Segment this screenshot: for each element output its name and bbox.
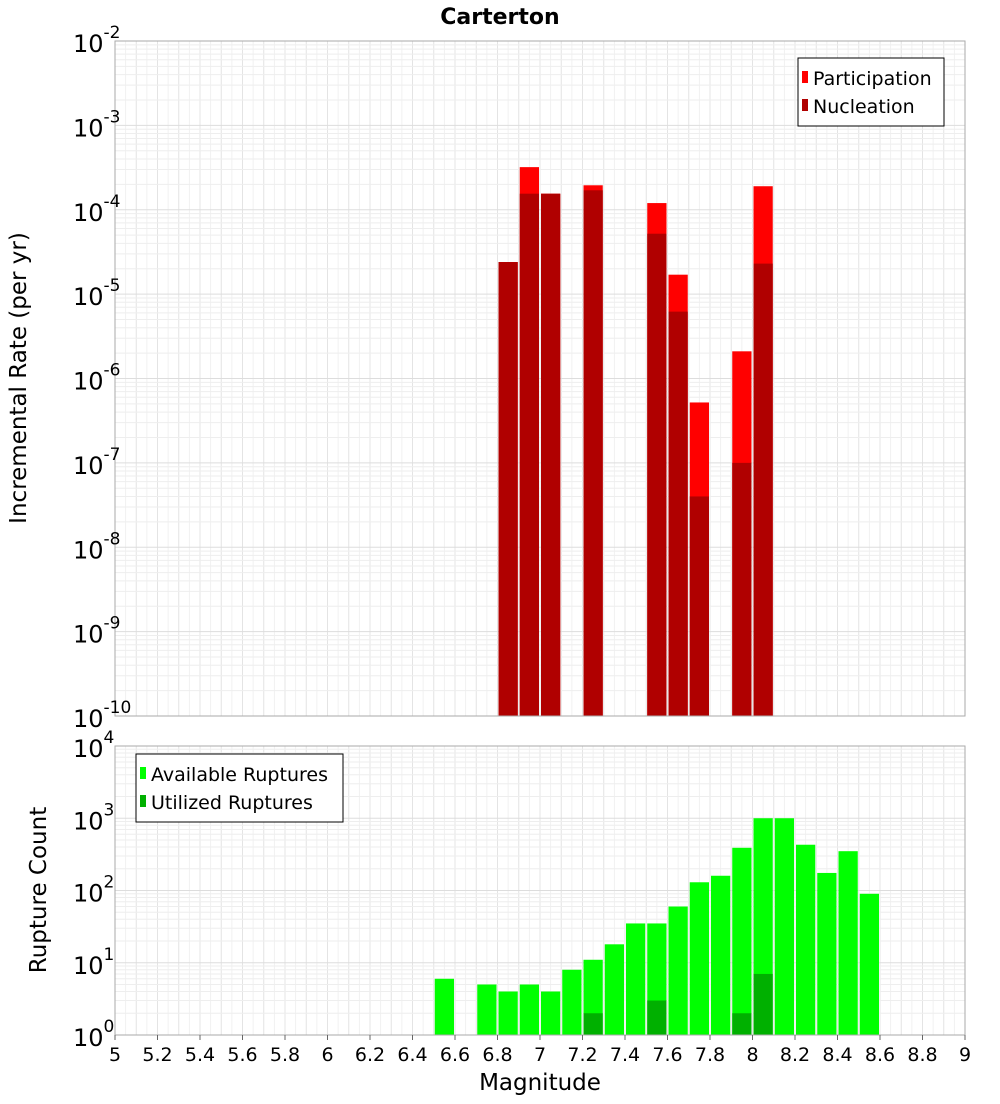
bars <box>498 167 773 717</box>
y-tick-label: 10-3 <box>73 107 121 142</box>
x-tick-label: 5.4 <box>185 1044 215 1066</box>
x-tick-label: 7.8 <box>695 1044 725 1066</box>
bar <box>668 311 688 716</box>
top-plot: 10-10 10-9 10-8 10-7 10-6 10-5 10-4 10-3 10-2 Par… <box>73 23 966 733</box>
bar <box>583 190 603 716</box>
bar <box>753 973 773 1035</box>
bar <box>859 893 879 1035</box>
x-tick-label: 5.6 <box>227 1044 257 1066</box>
y-tick-label: 101 <box>73 945 114 980</box>
bar <box>732 1013 752 1035</box>
legend-swatch <box>802 71 808 83</box>
bar <box>689 496 709 716</box>
bar <box>583 1013 603 1035</box>
x-tick-label: 6.2 <box>355 1044 385 1066</box>
bar <box>519 984 539 1035</box>
legend-box <box>797 57 945 127</box>
legend-swatch <box>140 767 146 779</box>
bar <box>732 462 752 716</box>
bar <box>541 193 561 716</box>
y-tick-label: 10-4 <box>73 192 121 227</box>
bar <box>604 944 624 1035</box>
bar <box>519 193 539 716</box>
x-tick-label: 7.6 <box>652 1044 682 1066</box>
legend-box <box>135 753 344 823</box>
bar <box>753 263 773 716</box>
bar <box>774 818 794 1035</box>
x-tick-label: 6.6 <box>440 1044 470 1066</box>
y-tick-label: 10-7 <box>73 445 121 480</box>
legend-swatch <box>140 795 146 807</box>
x-tick-label: 5 <box>109 1044 121 1066</box>
bar <box>541 991 561 1035</box>
y-tick-label: 10-8 <box>73 529 121 564</box>
bar <box>434 978 454 1035</box>
bar <box>711 875 731 1035</box>
bar <box>838 851 858 1035</box>
bar <box>732 847 752 1035</box>
bar <box>498 991 518 1035</box>
x-tick-label: 9 <box>959 1044 971 1066</box>
x-tick-label: 8.6 <box>865 1044 895 1066</box>
x-tick-label: 8.8 <box>907 1044 937 1066</box>
x-tick-label: 8.2 <box>780 1044 810 1066</box>
top-y-axis-label: Incremental Rate (per yr) <box>6 232 32 524</box>
y-tick-label: 10-5 <box>73 276 121 311</box>
grid <box>114 41 966 717</box>
x-tick-label: 8.4 <box>822 1044 852 1066</box>
x-tick-label: 8 <box>746 1044 758 1066</box>
bar <box>477 984 497 1035</box>
x-axis-label: Magnitude <box>479 1070 601 1096</box>
y-tick-label: 103 <box>73 800 114 835</box>
x-tick-label: 6.4 <box>397 1044 427 1066</box>
x-tick-label: 6.8 <box>482 1044 512 1066</box>
x-tick-label: 6 <box>321 1044 333 1066</box>
legend: Participation Nucleation <box>797 57 945 127</box>
x-tick-label: 5.8 <box>270 1044 300 1066</box>
y-tick-label: 10-10 <box>73 698 131 733</box>
y-tick-label: 104 <box>73 728 114 763</box>
x-tick-label: 7.2 <box>567 1044 597 1066</box>
legend-label: Nucleation <box>813 96 915 118</box>
plot-frame <box>114 40 966 717</box>
legend-label: Utilized Ruptures <box>151 792 313 814</box>
bar <box>498 262 518 716</box>
series-available-ruptures <box>434 818 879 1035</box>
series-nucleation <box>498 190 773 716</box>
legend-swatch <box>802 99 808 111</box>
y-tick-label: 102 <box>73 873 114 908</box>
bar <box>626 923 646 1035</box>
bar <box>647 1000 667 1035</box>
bar <box>562 969 582 1035</box>
bar <box>796 844 816 1035</box>
legend: Available Ruptures Utilized Ruptures <box>135 753 344 823</box>
y-tick-label: 10-9 <box>73 614 121 649</box>
bar <box>817 872 837 1035</box>
series-utilized-ruptures <box>583 973 773 1035</box>
bar <box>647 233 667 716</box>
x-tick-labels: 5 5.2 5.4 5.6 5.8 6 6.2 6.4 6.6 6.8 7 7.2 7.4 7.6 7.8 8… <box>109 1035 971 1066</box>
bar <box>689 882 709 1035</box>
y-tick-label: 10-6 <box>73 361 121 396</box>
bottom-y-axis-label: Rupture Count <box>26 807 52 973</box>
bar <box>668 906 688 1035</box>
legend-label: Participation <box>813 68 932 90</box>
x-tick-label: 7.4 <box>610 1044 640 1066</box>
x-tick-label: 5.2 <box>142 1044 172 1066</box>
labels: Carterton Incremental Rate (per yr) Rupt… <box>6 5 601 1096</box>
chart-title: Carterton <box>440 5 559 30</box>
x-tick-label: 7 <box>534 1044 546 1066</box>
legend-label: Available Ruptures <box>151 764 328 786</box>
bars <box>434 818 879 1035</box>
y-tick-label: 10-2 <box>73 23 121 58</box>
